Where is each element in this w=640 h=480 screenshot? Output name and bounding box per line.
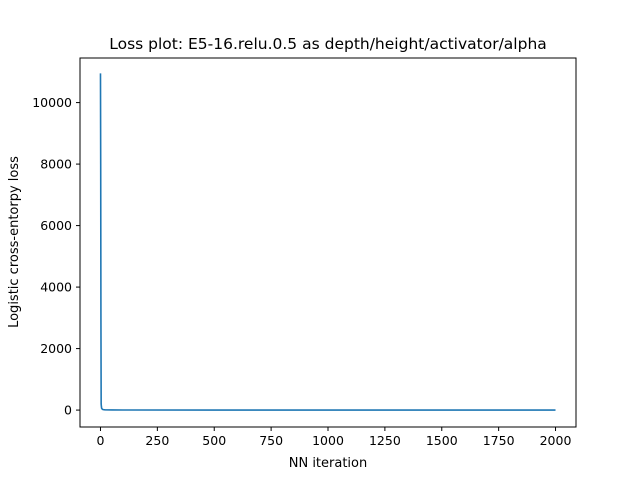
x-tick-label: 1250 xyxy=(369,433,401,448)
y-tick-label: 8000 xyxy=(40,157,72,172)
x-axis-label: NN iteration xyxy=(289,456,368,471)
chart-title: Loss plot: E5-16.relu.0.5 as depth/heigh… xyxy=(109,35,547,53)
x-axis: 0 250 500 750 1000 1250 1500 1750 2000 xyxy=(97,427,572,448)
y-tick-label: 10000 xyxy=(32,95,72,110)
x-tick-label: 1000 xyxy=(312,433,344,448)
x-tick-label: 500 xyxy=(202,433,226,448)
x-tick-label: 1750 xyxy=(483,433,515,448)
y-tick-label: 2000 xyxy=(40,341,72,356)
y-tick-label: 0 xyxy=(64,403,72,418)
axes-frame xyxy=(79,57,577,428)
x-tick-label: 250 xyxy=(145,433,169,448)
x-tick-label: 1500 xyxy=(426,433,458,448)
x-tick-label: 0 xyxy=(97,433,105,448)
y-axis: 0 2000 4000 6000 8000 10000 xyxy=(32,95,80,418)
loss-series-line xyxy=(99,73,556,411)
y-tick-label: 4000 xyxy=(40,280,72,295)
x-tick-label: 750 xyxy=(259,433,283,448)
x-tick-label: 2000 xyxy=(540,433,572,448)
y-tick-label: 6000 xyxy=(40,218,72,233)
y-axis-label: Logistic cross-entorpy loss xyxy=(7,156,22,328)
series-layer xyxy=(99,73,556,411)
